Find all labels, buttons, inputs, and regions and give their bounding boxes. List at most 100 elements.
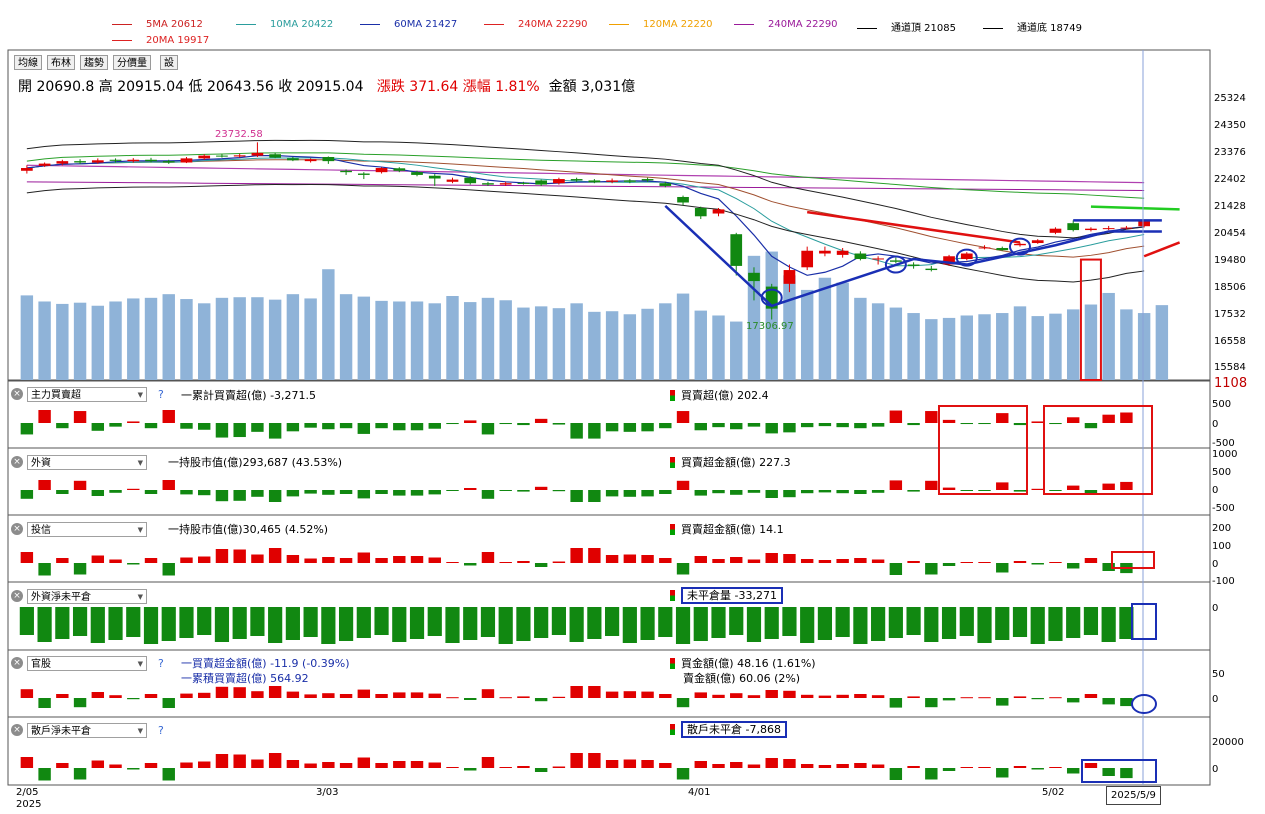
price-tick: 16558 (1214, 336, 1246, 347)
foreign-bar (517, 490, 530, 492)
close-panel-icon[interactable]: × (11, 523, 23, 535)
panel2-text1: 一持股市值(億)293,687 (43.53%) (168, 456, 343, 469)
foreign-oi-bar (321, 607, 336, 644)
trust-bar (800, 559, 814, 563)
panel-select-investment-trust[interactable]: 投信 ▼ (27, 522, 147, 537)
foreign-bar (588, 490, 601, 502)
trend-button[interactable]: 趨勢 (80, 55, 108, 70)
main-force-bar (517, 423, 530, 426)
channel-top-line (26, 139, 1145, 239)
help-icon[interactable]: ? (158, 388, 164, 401)
foreign-bar (446, 490, 459, 491)
highlight-box (1131, 603, 1157, 640)
retail-oi-bar (854, 763, 867, 768)
panel-select-main-force[interactable]: 主力買賣超 ▼ (27, 387, 147, 402)
low-value: 低 20643.56 (188, 79, 274, 95)
date-year: 2025 (16, 799, 42, 810)
volume-bar (605, 311, 619, 380)
candle-body (91, 160, 104, 163)
main-force-bar (499, 423, 512, 425)
legend-10ma: 10MA 20422 (236, 19, 333, 30)
foreign-oi-bar (800, 607, 815, 643)
candle-body (730, 234, 743, 266)
candle-body (588, 180, 601, 183)
main-force-bar (144, 423, 158, 429)
trust-bar (268, 548, 282, 563)
panel1-tick: 500 (1212, 399, 1232, 410)
price-volume-button[interactable]: 分價量 (113, 55, 151, 70)
foreign-bar (198, 490, 211, 496)
panel-select-retail-oi[interactable]: 散戶淨未平倉 ▼ (27, 723, 147, 738)
main-force-bar (605, 423, 619, 432)
retail-oi-bar (357, 757, 371, 768)
foreign-oi-bar (995, 607, 1010, 640)
state-fund-bar (375, 694, 388, 698)
trust-bar (180, 557, 193, 563)
panel-select-state-funds[interactable]: 官股 ▼ (27, 656, 147, 671)
trust-bar (1084, 558, 1098, 563)
candle-body (570, 179, 583, 181)
close-panel-icon[interactable]: × (11, 388, 23, 400)
close-panel-icon[interactable]: × (11, 724, 23, 736)
candle-body (411, 172, 423, 175)
foreign-oi-bar (1048, 607, 1063, 641)
retail-oi-bar (694, 761, 707, 768)
foreign-oi-bar (463, 607, 478, 640)
state-fund-bar (215, 686, 229, 698)
foreign-bar (1084, 490, 1098, 494)
current-date-label: 2025/5/9 (1106, 786, 1161, 805)
foreign-oi-bar (356, 607, 371, 638)
foreign-oi-bar (640, 607, 655, 640)
price-tick: 18506 (1214, 282, 1246, 293)
trust-bar (1013, 561, 1027, 563)
candle-body (748, 272, 760, 282)
volume-bar (144, 297, 158, 380)
trust-bar (570, 548, 583, 563)
main-force-bar (233, 423, 246, 438)
trust-bar (481, 552, 495, 563)
bollinger-button[interactable]: 布林 (47, 55, 75, 70)
trust-bar (978, 562, 991, 563)
ma-button[interactable]: 均線 (14, 55, 42, 70)
help-icon[interactable]: ? (158, 724, 164, 737)
chevron-down-icon: ▼ (137, 459, 143, 467)
main-force-bar (375, 423, 388, 429)
trust-bar (499, 562, 512, 563)
volume-highlight-box (1079, 258, 1102, 382)
foreign-bar (960, 490, 973, 491)
main-force-bar (215, 423, 229, 438)
trust-bar (1049, 562, 1062, 563)
channel-bottom-line (26, 184, 1145, 283)
main-force-bar (162, 410, 175, 423)
retail-oi-bar (109, 764, 122, 768)
ohlc-readout: 開 20690.8 高 20915.04 低 20643.56 收 20915.… (18, 76, 635, 96)
foreign-oi-bar (179, 607, 194, 638)
candle-body (677, 196, 689, 203)
panel-select-foreign[interactable]: 外資 ▼ (27, 455, 147, 470)
state-fund-bar (233, 687, 246, 698)
settings-button[interactable]: 設 (160, 55, 178, 70)
foreign-bar (20, 490, 34, 499)
trust-bar (428, 557, 441, 563)
close-panel-icon[interactable]: × (11, 456, 23, 468)
close-panel-icon[interactable]: × (11, 590, 23, 602)
foreign-oi-bar (516, 607, 531, 641)
retail-oi-bar (659, 763, 672, 768)
foreign-oi-bar (622, 607, 637, 643)
candle-body (1138, 220, 1150, 227)
retail-oi-bar (552, 766, 566, 768)
trust-bar (339, 558, 353, 563)
retail-oi-bar (56, 763, 69, 768)
trust-bar (464, 563, 477, 566)
main-force-bar (694, 423, 707, 431)
foreign-oi-bar (534, 607, 549, 638)
close-panel-icon[interactable]: × (11, 657, 23, 669)
foreign-bar (464, 488, 477, 490)
panel-select-foreign-oi[interactable]: 外資淨未平倉 ▼ (27, 589, 147, 604)
state-fund-bar (109, 695, 122, 698)
foreign-bar (907, 490, 920, 492)
state-fund-bar (1031, 698, 1044, 700)
panel4-text2: 未平倉量 -33,271 (670, 587, 783, 604)
state-fund-bar (889, 698, 903, 708)
help-icon[interactable]: ? (158, 657, 164, 670)
